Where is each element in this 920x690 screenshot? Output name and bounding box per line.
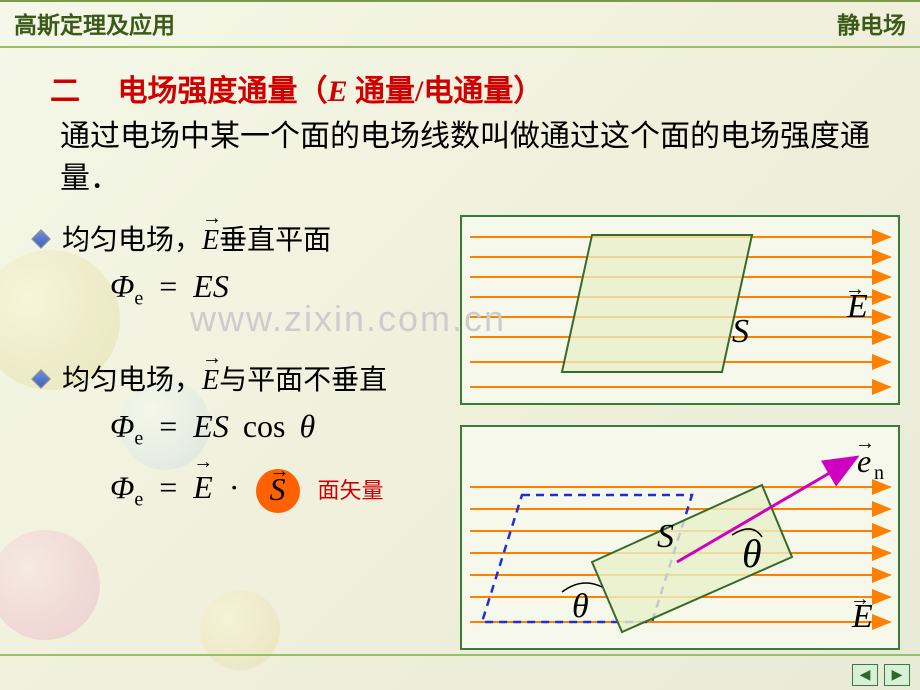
nav-next-button[interactable]: ▶ bbox=[884, 664, 910, 686]
eq3: = bbox=[151, 469, 185, 505]
rhs: ES bbox=[193, 268, 229, 304]
nav-prev-button[interactable]: ◀ bbox=[852, 664, 878, 686]
section-text-b: 通量/电通量） bbox=[348, 75, 544, 108]
cos: cos bbox=[237, 408, 292, 444]
row-uniform-angle: 均匀电场，E与平面不垂直 bbox=[20, 358, 900, 398]
section-text-a: 电场强度通量（ bbox=[118, 75, 328, 108]
section-E: E bbox=[328, 75, 348, 108]
phi2-sub: e bbox=[134, 428, 143, 450]
header-left: 高斯定理及应用 bbox=[14, 6, 175, 40]
label-theta-2: θ bbox=[742, 531, 762, 576]
section-title: 二 电场强度通量（E 通量/电通量） bbox=[50, 66, 900, 110]
row1-E: E bbox=[202, 225, 219, 257]
slide-header: 高斯定理及应用 静电场 bbox=[0, 2, 920, 48]
label-theta-1: θ bbox=[572, 588, 589, 625]
vec-S: S bbox=[270, 469, 286, 509]
svg-text:→: → bbox=[850, 588, 870, 610]
formula-phi-escos: Φe = ES cos θ bbox=[110, 408, 900, 450]
section-num: 二 bbox=[50, 75, 80, 108]
phi2: Φ bbox=[110, 408, 134, 444]
bullet-icon bbox=[31, 369, 51, 389]
vec-E: E bbox=[193, 469, 213, 506]
phi3: Φ bbox=[110, 469, 134, 505]
note-area-vector: 面矢量 bbox=[318, 478, 384, 503]
bottom-border bbox=[0, 654, 920, 656]
eq: = bbox=[151, 268, 185, 304]
formula-phi-dot: Φe = E · S 面矢量 bbox=[110, 469, 900, 513]
label-S2: S bbox=[657, 518, 674, 555]
header-right: 静电场 bbox=[837, 6, 906, 40]
es2: ES bbox=[193, 408, 229, 444]
theta: θ bbox=[300, 408, 316, 444]
row2-E: E bbox=[202, 365, 219, 397]
nav-controls: ◀ ▶ bbox=[852, 664, 910, 686]
phi: Φ bbox=[110, 268, 134, 304]
row1-b: 垂直平面 bbox=[219, 225, 331, 256]
phi3-sub: e bbox=[134, 489, 143, 511]
formula-phi-es: Φe = ES bbox=[110, 268, 900, 310]
dot: · bbox=[221, 469, 248, 505]
bullet-icon bbox=[31, 229, 51, 249]
row2-a: 均匀电场， bbox=[62, 365, 202, 396]
row2-b: 与平面不垂直 bbox=[219, 365, 387, 396]
row-uniform-perp: 均匀电场，E垂直平面 bbox=[20, 218, 900, 258]
row1-a: 均匀电场， bbox=[62, 225, 202, 256]
description: 通过电场中某一个面的电场线数叫做通过这个面的电场强度通量． bbox=[60, 116, 900, 200]
phi-sub: e bbox=[134, 287, 143, 309]
eq2: = bbox=[151, 408, 185, 444]
